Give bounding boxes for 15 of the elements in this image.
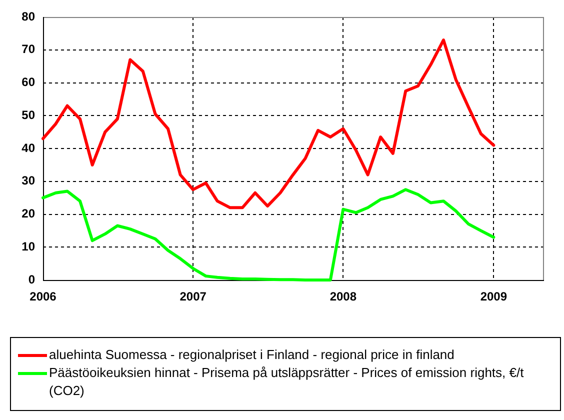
x-tick-label: 2008 bbox=[330, 290, 357, 304]
x-tick-label: 2006 bbox=[30, 290, 57, 304]
y-tick-label: 20 bbox=[22, 206, 36, 221]
legend-label: aluehinta Suomessa - regionalpriset i Finland - regional price in finland bbox=[49, 347, 454, 362]
y-tick-label: 0 bbox=[28, 272, 36, 286]
y-tick-label: 70 bbox=[22, 42, 36, 56]
x-tick-label: 2009 bbox=[480, 290, 508, 304]
y-tick-label: 50 bbox=[22, 108, 36, 122]
y-tick-label: 30 bbox=[22, 174, 36, 188]
legend-label: Päästöoikeuksien hinnat - Prisema på utsläppsrätter - Prices of emission rights, €/t (CO2) bbox=[49, 365, 524, 398]
x-tick-label: 2007 bbox=[180, 290, 207, 304]
y-tick-label: 40 bbox=[22, 140, 36, 155]
y-tick-label: 80 bbox=[22, 9, 36, 24]
y-tick-label: 60 bbox=[22, 75, 36, 90]
y-tick-label: 10 bbox=[22, 239, 36, 254]
